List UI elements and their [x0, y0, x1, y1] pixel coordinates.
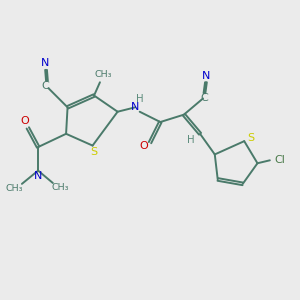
Text: O: O [20, 116, 29, 126]
Text: Cl: Cl [274, 155, 285, 165]
Text: S: S [91, 147, 98, 157]
Text: H: H [136, 94, 143, 104]
Text: CH₃: CH₃ [51, 183, 69, 192]
Text: O: O [139, 141, 148, 151]
Text: N: N [202, 71, 211, 81]
Text: S: S [247, 133, 254, 142]
Text: H: H [188, 135, 195, 145]
Text: CH₃: CH₃ [5, 184, 23, 194]
Text: C: C [201, 94, 208, 103]
Text: C: C [42, 81, 49, 91]
Text: N: N [34, 171, 42, 181]
Text: CH₃: CH₃ [94, 70, 112, 80]
Text: N: N [131, 102, 140, 112]
Text: N: N [40, 58, 49, 68]
